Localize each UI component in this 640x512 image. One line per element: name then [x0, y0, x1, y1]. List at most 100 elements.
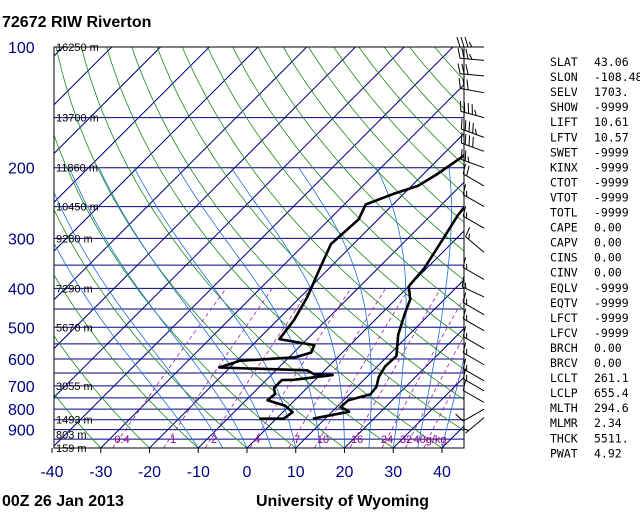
wind-barb-feather [458, 78, 461, 89]
height-label: 5670 m [56, 322, 93, 334]
dry-adiabat [232, 47, 464, 310]
index-label: CINS [550, 251, 578, 265]
index-value: -9999 [594, 326, 629, 340]
index-label: VTOT [550, 191, 578, 205]
wind-barb [460, 118, 485, 138]
wind-barbs [455, 36, 485, 434]
wind-barb [457, 63, 485, 77]
pressure-tick: 700 [8, 379, 35, 396]
wind-barb-shaft [462, 390, 485, 403]
wind-barb-feather [460, 118, 463, 130]
wind-barb-feather [472, 136, 474, 148]
index-value: -9999 [594, 175, 629, 189]
height-label: 803 m [56, 429, 87, 441]
index-label: TOTL [550, 206, 578, 220]
isotherm [54, 47, 405, 398]
wind-barb-feather [462, 308, 467, 319]
wind-barb-feather [466, 165, 470, 177]
wind-barb-feather [462, 358, 467, 369]
dry-adiabat [282, 47, 464, 252]
moist-adiabat [376, 167, 407, 448]
isotherm [54, 47, 161, 155]
sounding-indices: SLAT 43.06 SLON -108.48 SELV 1703. SHOW -9999 LI… [550, 55, 640, 460]
index-label: THCK [550, 431, 578, 445]
dry-adiabat [156, 47, 464, 401]
index-value: -9999 [594, 311, 629, 325]
wind-barb-feather [460, 36, 465, 48]
index-value: 0.00 [594, 251, 622, 265]
height-label: 10450 m [56, 202, 99, 214]
wind-barb [462, 326, 485, 350]
wind-barb-shaft [462, 302, 485, 316]
wind-barb-feather [468, 233, 471, 240]
wind-barb [462, 308, 485, 332]
wind-barb-feather [460, 149, 463, 160]
sounding-profiles [217, 153, 464, 421]
moist-adiabat [133, 167, 297, 448]
mixing-ratio-label: 32 [400, 434, 412, 446]
index-value: 261.1 [594, 371, 629, 385]
isotherm [392, 376, 464, 448]
mixing-ratio-label: 10 [317, 434, 329, 446]
wind-barb-shaft [462, 408, 485, 422]
moist-adiabat [54, 242, 199, 448]
index-label: EQTV [550, 296, 578, 310]
wind-barb-feather [462, 205, 467, 217]
wind-barb [462, 368, 485, 392]
mixing-ratio-line [204, 288, 311, 448]
wind-barb-feather [462, 326, 467, 337]
wind-barb-feather [465, 227, 471, 237]
dry-adiabat [308, 47, 464, 223]
wind-barb-feather [466, 79, 469, 90]
wind-barb [462, 205, 485, 229]
moist-adiabat [54, 191, 223, 448]
index-value: -9999 [594, 145, 629, 159]
temperature-axis: -40 -30 -20 -10 0 10 20 30 40 [40, 448, 451, 481]
index-value: 4.92 [594, 446, 622, 460]
mixing-ratio-label: 1 [170, 434, 176, 446]
index-value: 5511. [594, 431, 629, 445]
mixing-ratio-label: 16 [351, 434, 363, 446]
index-value: -9999 [594, 281, 629, 295]
dry-adiabat [55, 47, 345, 448]
index-value: -108.48 [594, 70, 640, 84]
wind-barb-feather [461, 276, 465, 287]
dry-adiabat [181, 47, 464, 370]
wind-barb-shaft [460, 88, 485, 94]
index-label: SWET [550, 145, 578, 159]
mixing-ratio-line [423, 367, 464, 448]
height-label: 13700 m [56, 113, 99, 125]
index-value: 0.00 [594, 356, 622, 370]
dry-adiabat [54, 393, 102, 448]
pressure-tick: 500 [8, 320, 35, 337]
mixing-ratio-label: 2 [211, 434, 217, 446]
pressure-tick: 900 [8, 423, 35, 440]
wind-barb-shaft [462, 173, 485, 187]
wind-barb [460, 100, 485, 119]
wind-barb-shaft [462, 318, 485, 332]
wind-barb-feather [456, 36, 461, 48]
isotherm [54, 47, 454, 447]
wind-barb-shaft [460, 110, 485, 119]
height-label: 159 m [56, 443, 87, 455]
wind-barb-feather [467, 156, 470, 163]
isotherm [100, 84, 464, 448]
isotherm [54, 47, 210, 203]
wind-barb [461, 276, 485, 298]
wind-barb-feather [462, 184, 467, 195]
index-label: MLMR [550, 416, 578, 430]
wind-barb-feather [462, 380, 467, 391]
pressure-tick: 300 [8, 231, 35, 248]
isotherm [54, 47, 308, 301]
wind-barb-feather [468, 135, 471, 146]
wind-barb [455, 408, 485, 422]
index-value: 0.00 [594, 266, 622, 280]
temperature-tick: -10 [187, 464, 210, 481]
mixing-ratio-label: 7 [294, 434, 300, 446]
wind-barb [465, 227, 485, 253]
wind-barb [462, 163, 485, 187]
mixing-ratio-line [112, 288, 227, 448]
temperature-tick: 20 [336, 464, 354, 481]
height-labels: 16250 m 13700 m 11860 m 10450 m 9280 m 7290 m… [56, 42, 99, 455]
